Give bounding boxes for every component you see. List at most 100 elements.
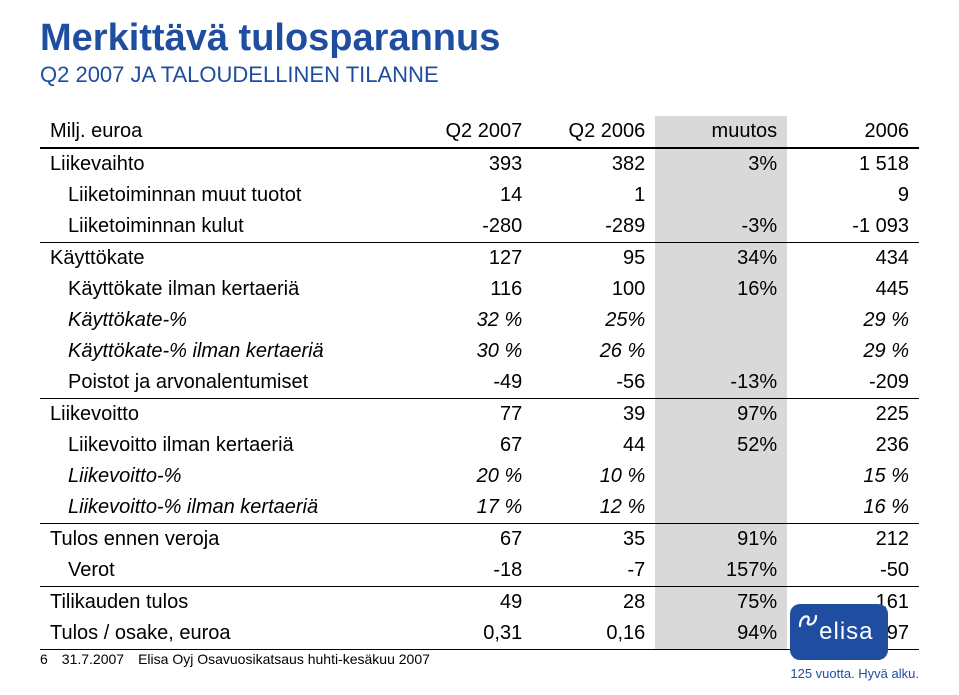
- table-row: Käyttökate1279534%434: [40, 242, 919, 274]
- slide: Merkittävä tulosparannus Q2 2007 JA TALO…: [0, 0, 959, 695]
- cell-value: -50: [787, 555, 919, 587]
- col-header-q2-2006: Q2 2006: [532, 116, 655, 148]
- cell-label: Käyttökate-%: [40, 305, 409, 336]
- cell-value: -7: [532, 555, 655, 587]
- cell-label: Liikevoitto-%: [40, 461, 409, 492]
- cell-value: 29 %: [787, 305, 919, 336]
- cell-value: 393: [409, 148, 532, 180]
- cell-value: -1 093: [787, 211, 919, 243]
- cell-value: 445: [787, 274, 919, 305]
- table-row: Käyttökate-% ilman kertaeriä30 %26 % 29 %: [40, 336, 919, 367]
- cell-value: 16%: [655, 274, 787, 305]
- cell-label: Poistot ja arvonalentumiset: [40, 367, 409, 399]
- elisa-logo: elisa: [790, 604, 888, 660]
- table-row: Liikevoitto773997%225: [40, 398, 919, 430]
- cell-label: Liiketoiminnan kulut: [40, 211, 409, 243]
- table-row: Liiketoiminnan kulut-280-289-3%-1 093: [40, 211, 919, 243]
- cell-value: 94%: [655, 618, 787, 650]
- logo-squiggle-icon: [796, 608, 820, 632]
- cell-value: 1 518: [787, 148, 919, 180]
- cell-value: 236: [787, 430, 919, 461]
- cell-value: 29 %: [787, 336, 919, 367]
- col-header-label: Milj. euroa: [40, 116, 409, 148]
- table-row: Käyttökate-%32 %25% 29 %: [40, 305, 919, 336]
- cell-value: 434: [787, 242, 919, 274]
- cell-value: 17 %: [409, 492, 532, 524]
- table-row: Käyttökate ilman kertaeriä11610016%445: [40, 274, 919, 305]
- table-row: Tilikauden tulos492875%161: [40, 586, 919, 618]
- cell-value: 35: [532, 523, 655, 555]
- table-row: Liikevoitto ilman kertaeriä674452%236: [40, 430, 919, 461]
- table-row: Liikevoitto-% ilman kertaeriä17 %12 %16 …: [40, 492, 919, 524]
- cell-value: 0,16: [532, 618, 655, 650]
- col-header-2006: 2006: [787, 116, 919, 148]
- cell-value: -18: [409, 555, 532, 587]
- cell-value: -289: [532, 211, 655, 243]
- cell-label: Liikevoitto: [40, 398, 409, 430]
- cell-value: 39: [532, 398, 655, 430]
- cell-label: Käyttökate-% ilman kertaeriä: [40, 336, 409, 367]
- cell-label: Liiketoiminnan muut tuotot: [40, 180, 409, 211]
- financial-table: Milj. euroa Q2 2007 Q2 2006 muutos 2006 …: [40, 116, 919, 650]
- cell-value: 14: [409, 180, 532, 211]
- cell-label: Liikevoitto ilman kertaeriä: [40, 430, 409, 461]
- cell-label: Tulos / osake, euroa: [40, 618, 409, 650]
- cell-label: Verot: [40, 555, 409, 587]
- table-row: Verot-18-7157%-50: [40, 555, 919, 587]
- cell-value: [655, 180, 787, 211]
- page-subtitle: Q2 2007 JA TALOUDELLINEN TILANNE: [40, 62, 919, 88]
- cell-value: -49: [409, 367, 532, 399]
- table-row: Liikevaihto3933823%1 518: [40, 148, 919, 180]
- table-body: Liikevaihto3933823%1 518Liiketoiminnan m…: [40, 148, 919, 650]
- cell-label: Tulos ennen veroja: [40, 523, 409, 555]
- cell-value: 12 %: [532, 492, 655, 524]
- cell-value: 32 %: [409, 305, 532, 336]
- footer-date: 31.7.2007: [62, 651, 124, 667]
- table-row: Liikevoitto-%20 %10 %15 %: [40, 461, 919, 492]
- cell-value: 26 %: [532, 336, 655, 367]
- page-title: Merkittävä tulosparannus: [40, 18, 919, 60]
- cell-value: 95: [532, 242, 655, 274]
- cell-value: 30 %: [409, 336, 532, 367]
- cell-value: [655, 461, 787, 492]
- cell-value: -209: [787, 367, 919, 399]
- cell-label: Käyttökate ilman kertaeriä: [40, 274, 409, 305]
- cell-value: 77: [409, 398, 532, 430]
- cell-value: 100: [532, 274, 655, 305]
- cell-value: 25%: [532, 305, 655, 336]
- cell-value: 1: [532, 180, 655, 211]
- col-header-q2-2007: Q2 2007: [409, 116, 532, 148]
- table-row: Poistot ja arvonalentumiset-49-56-13%-20…: [40, 367, 919, 399]
- cell-value: 157%: [655, 555, 787, 587]
- cell-value: 34%: [655, 242, 787, 274]
- cell-value: 212: [787, 523, 919, 555]
- cell-label: Käyttökate: [40, 242, 409, 274]
- logo-brand-text: elisa: [819, 618, 873, 646]
- cell-value: 97%: [655, 398, 787, 430]
- col-header-change: muutos: [655, 116, 787, 148]
- cell-value: 10 %: [532, 461, 655, 492]
- cell-value: 116: [409, 274, 532, 305]
- cell-label: Liikevaihto: [40, 148, 409, 180]
- cell-value: 9: [787, 180, 919, 211]
- cell-value: 3%: [655, 148, 787, 180]
- cell-value: -13%: [655, 367, 787, 399]
- cell-value: -280: [409, 211, 532, 243]
- cell-value: 127: [409, 242, 532, 274]
- cell-value: 15 %: [787, 461, 919, 492]
- slide-footer: 6 31.7.2007 Elisa Oyj Osavuosikatsaus hu…: [40, 651, 430, 667]
- cell-value: 225: [787, 398, 919, 430]
- cell-value: 52%: [655, 430, 787, 461]
- cell-value: 16 %: [787, 492, 919, 524]
- cell-value: 75%: [655, 586, 787, 618]
- cell-value: 49: [409, 586, 532, 618]
- cell-value: 67: [409, 430, 532, 461]
- table-header-row: Milj. euroa Q2 2007 Q2 2006 muutos 2006: [40, 116, 919, 148]
- logo-area: elisa 125 vuotta. Hyvä alku.: [790, 604, 919, 681]
- cell-value: 28: [532, 586, 655, 618]
- footer-source: Elisa Oyj Osavuosikatsaus huhti-kesäkuu …: [138, 651, 430, 667]
- cell-value: 382: [532, 148, 655, 180]
- table-row: Tulos ennen veroja673591%212: [40, 523, 919, 555]
- cell-value: 0,31: [409, 618, 532, 650]
- cell-value: 91%: [655, 523, 787, 555]
